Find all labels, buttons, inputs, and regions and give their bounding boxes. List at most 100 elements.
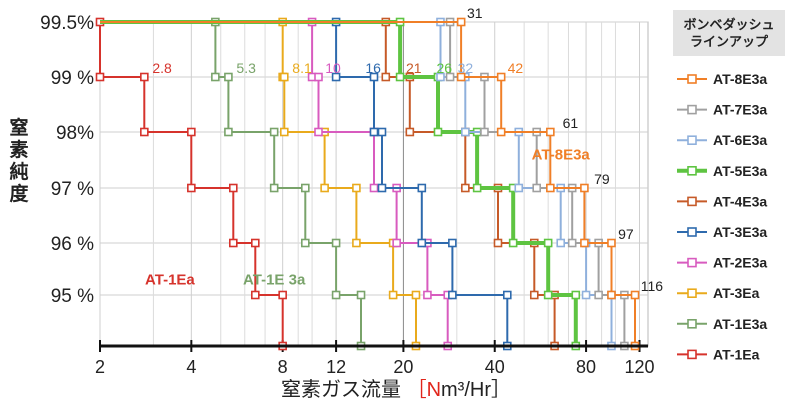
series-marker bbox=[314, 127, 323, 137]
series-marker bbox=[502, 290, 512, 300]
series-label: AT-1E 3a bbox=[243, 271, 306, 288]
series-marker bbox=[556, 238, 566, 248]
legend-swatch-marker bbox=[687, 135, 697, 145]
series-marker bbox=[269, 183, 279, 193]
series-marker bbox=[140, 72, 149, 82]
legend-swatch-marker bbox=[687, 196, 697, 207]
value-annotation: 5.3 bbox=[236, 60, 256, 76]
series-marker bbox=[532, 183, 541, 193]
series-marker bbox=[331, 238, 341, 248]
series-marker bbox=[433, 127, 443, 137]
value-annotation: 26 bbox=[437, 60, 453, 76]
legend-swatch-marker bbox=[687, 257, 697, 268]
y-tick-label: 95 % bbox=[51, 286, 94, 307]
value-annotation: 8.1 bbox=[292, 60, 312, 76]
series-marker bbox=[417, 238, 427, 248]
x-axis-label-bracket: ［ bbox=[407, 378, 427, 401]
series-marker bbox=[580, 183, 589, 193]
series-marker bbox=[395, 72, 405, 82]
legend-entry-label: AT-6E3a bbox=[713, 132, 767, 148]
series-marker bbox=[352, 238, 361, 248]
series-marker bbox=[352, 183, 361, 193]
value-annotation: 16 bbox=[365, 60, 381, 76]
legend-swatch-marker bbox=[687, 318, 697, 329]
series-marker bbox=[331, 72, 341, 82]
legend-entry-label: AT-7E3a bbox=[713, 102, 767, 118]
y-axis-label-char: 純 bbox=[9, 160, 28, 183]
y-tick-label: 98% bbox=[56, 123, 94, 144]
legend-entry-label: AT-1Ea bbox=[713, 346, 760, 362]
y-axis-label-char: 度 bbox=[9, 182, 29, 205]
value-annotation: 31 bbox=[467, 5, 483, 21]
value-annotation: 97 bbox=[618, 226, 634, 242]
series-marker bbox=[630, 290, 640, 300]
value-annotation: 42 bbox=[508, 60, 524, 76]
series-marker bbox=[567, 238, 577, 248]
series-marker bbox=[543, 238, 553, 248]
series-marker bbox=[369, 183, 379, 193]
series-marker bbox=[224, 127, 233, 137]
series-marker bbox=[448, 238, 457, 248]
series-label: AT-8E3a bbox=[532, 146, 591, 163]
series-marker bbox=[546, 127, 555, 137]
legend-swatch-marker bbox=[687, 227, 697, 237]
series-marker bbox=[514, 183, 524, 193]
x-axis-label-unit-n: N bbox=[427, 379, 441, 401]
series-marker bbox=[388, 290, 398, 300]
series-line bbox=[99, 22, 284, 346]
series-marker bbox=[581, 290, 591, 300]
series-marker bbox=[472, 183, 482, 193]
series-marker bbox=[95, 72, 105, 82]
series-marker bbox=[228, 183, 238, 193]
series-marker bbox=[228, 238, 238, 248]
x-tick-label: 40 bbox=[485, 357, 505, 377]
y-axis-label-char: 窒 bbox=[9, 116, 28, 139]
x-tick-label: 8 bbox=[278, 357, 288, 377]
x-axis-label-main: 窒素ガス流量 bbox=[281, 378, 407, 401]
series-marker bbox=[331, 290, 341, 300]
value-annotation: 32 bbox=[458, 60, 474, 76]
value-annotation: 2.8 bbox=[152, 60, 172, 76]
series-marker bbox=[448, 290, 457, 300]
series-marker bbox=[508, 238, 518, 248]
legend-entry-label: AT-2E3a bbox=[713, 255, 767, 271]
series-marker bbox=[423, 290, 432, 300]
series-marker bbox=[251, 238, 260, 248]
x-tick-label: 120 bbox=[624, 357, 654, 377]
legend-swatch-marker bbox=[687, 288, 697, 299]
series-marker bbox=[607, 238, 616, 248]
series-marker bbox=[301, 238, 310, 248]
series-marker bbox=[456, 72, 466, 82]
x-axis-label-unit: m³/Hr］ bbox=[441, 379, 511, 401]
legend-entry-label: AT-4E3a bbox=[713, 193, 767, 209]
series-marker bbox=[320, 183, 329, 193]
series-marker bbox=[445, 72, 455, 82]
series-marker bbox=[377, 127, 387, 137]
y-tick-label: 99 % bbox=[51, 68, 94, 89]
series-marker bbox=[456, 17, 466, 27]
x-tick-label: 12 bbox=[326, 357, 346, 377]
x-tick-label: 2 bbox=[95, 357, 105, 377]
legend-title-box: ボンベダッシュ ラインアップ bbox=[673, 10, 785, 56]
series-marker bbox=[280, 127, 289, 137]
series-marker bbox=[211, 72, 220, 82]
series-marker bbox=[436, 72, 445, 82]
series-marker bbox=[369, 72, 379, 82]
series-marker bbox=[369, 127, 379, 137]
series-marker bbox=[480, 127, 489, 137]
series-marker bbox=[580, 238, 589, 248]
y-tick-label: 97 % bbox=[51, 179, 94, 200]
series-marker bbox=[496, 72, 506, 82]
y-tick-label: 99.5% bbox=[40, 13, 94, 34]
series-marker bbox=[543, 290, 553, 300]
series-marker bbox=[493, 238, 503, 248]
legend-swatch-marker bbox=[687, 104, 697, 115]
series-marker bbox=[301, 183, 310, 193]
series-marker bbox=[356, 290, 366, 300]
series-marker bbox=[392, 238, 401, 248]
legend-title-line-2: ラインアップ bbox=[689, 34, 768, 49]
legend-swatch-marker bbox=[687, 74, 697, 84]
x-tick-label: 20 bbox=[393, 357, 413, 377]
series-marker bbox=[278, 290, 287, 300]
